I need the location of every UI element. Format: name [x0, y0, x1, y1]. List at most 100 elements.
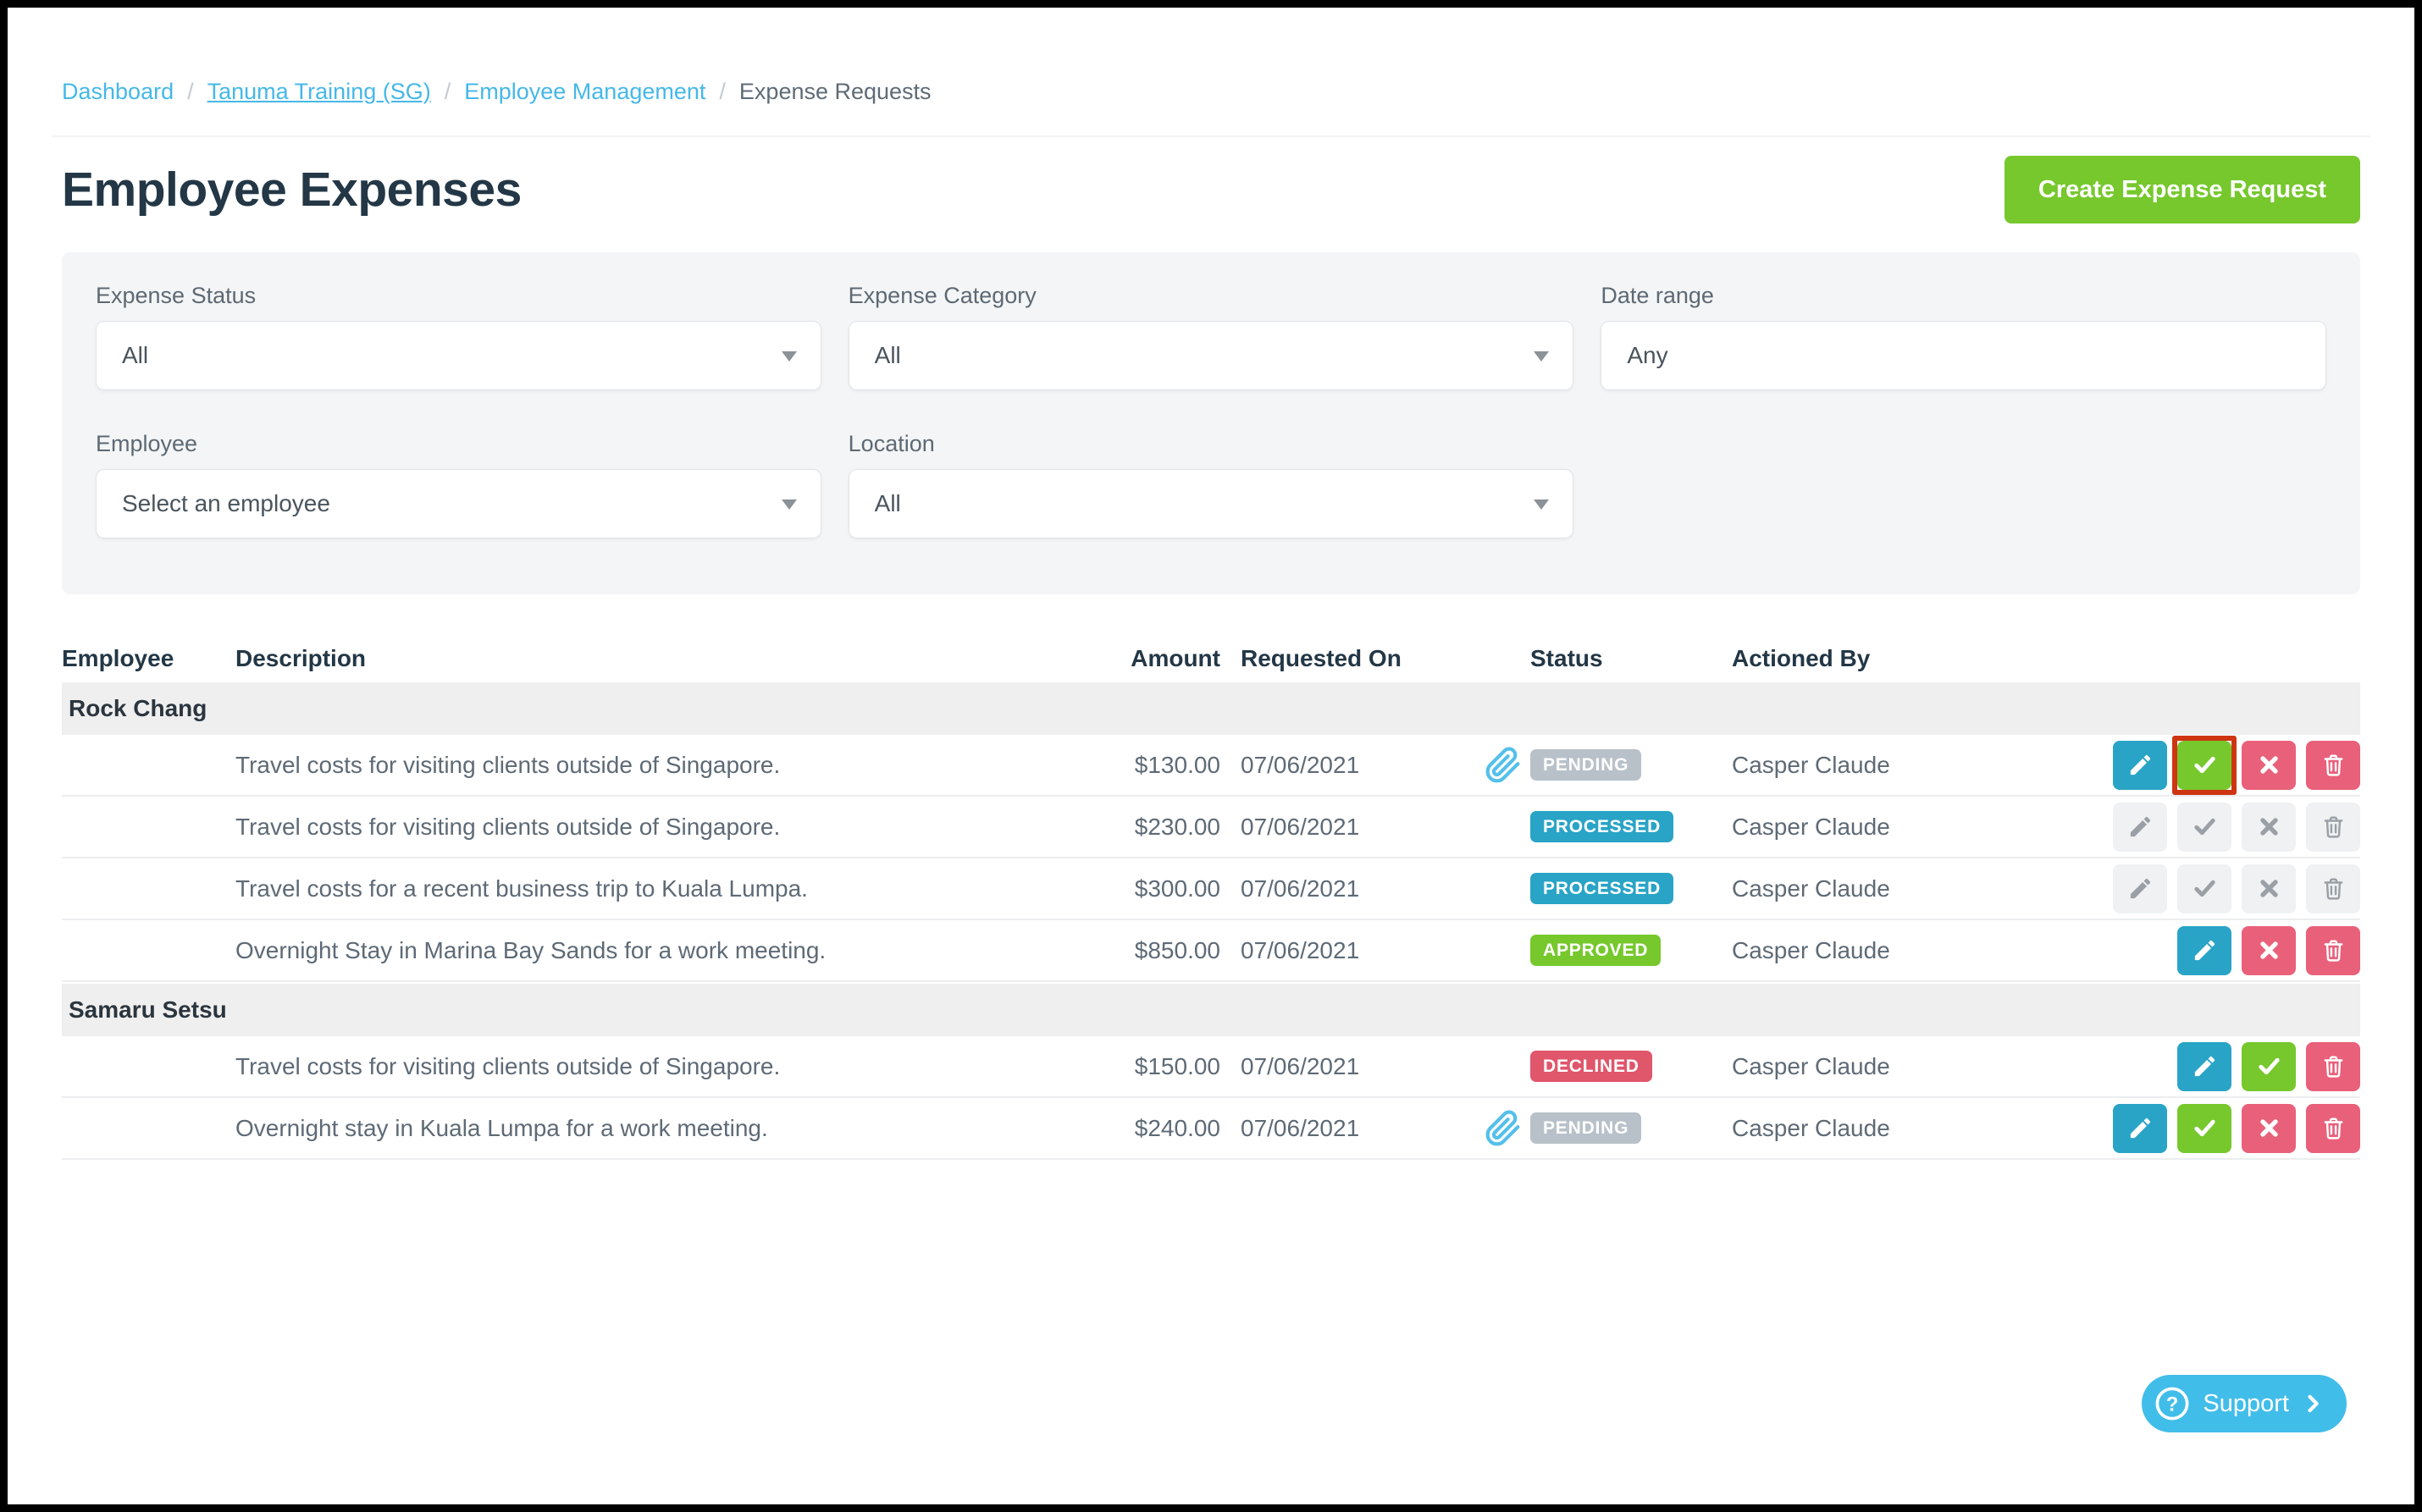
page-title: Employee Expenses [62, 163, 522, 217]
expense-row: Travel costs for visiting clients outsid… [62, 1036, 2360, 1098]
group-employee-name: Samaru Setsu [69, 996, 227, 1023]
status-cell: DECLINED [1530, 1051, 1732, 1082]
expense-category-value: All [874, 342, 901, 368]
filter-location: Location All [848, 431, 1574, 538]
status-badge: APPROVED [1530, 935, 1662, 966]
date-range-value: Any [1627, 342, 1668, 368]
approve-button [2177, 864, 2231, 913]
paperclip-icon [1485, 746, 1520, 782]
paperclip-icon [1485, 1109, 1520, 1145]
actioned-by-cell: Casper Claude [1732, 1052, 1890, 1079]
breadcrumb-link-employee-management[interactable]: Employee Management [464, 79, 706, 104]
decline-button [2242, 864, 2296, 913]
description-cell: Travel costs for a recent business trip … [235, 875, 808, 902]
column-header-actioned-by: Actioned By [1732, 645, 1871, 671]
trash-icon [2324, 1117, 2342, 1140]
delete-button[interactable] [2306, 1103, 2360, 1153]
employee-select[interactable]: Select an employee [96, 469, 821, 538]
check-icon [2193, 1119, 2215, 1137]
trash-icon [2324, 878, 2342, 900]
x-icon [2259, 756, 2278, 774]
group-row: Samaru Setsu [62, 984, 2360, 1036]
expense-category-select[interactable]: All [848, 321, 1574, 390]
status-badge: DECLINED [1530, 1051, 1652, 1082]
pencil-icon [2130, 878, 2150, 899]
edit-button [2113, 864, 2167, 913]
group-row: Rock Chang [62, 682, 2360, 735]
row-actions [2096, 1041, 2360, 1091]
requested-on-cell: 07/06/2021 [1241, 936, 1360, 963]
pencil-icon [2130, 1117, 2150, 1139]
actioned-by-cell: Casper Claude [1732, 875, 1890, 902]
decline-button[interactable] [2242, 740, 2296, 790]
edit-button[interactable] [2177, 925, 2231, 975]
actioned-by-cell: Casper Claude [1732, 936, 1890, 963]
status-cell: PENDING [1485, 746, 1732, 782]
employee-label: Employee [96, 431, 198, 456]
check-icon [2193, 880, 2215, 897]
decline-button [2242, 802, 2296, 852]
description-cell: Travel costs for visiting clients outsid… [235, 813, 781, 840]
support-label: Support [2203, 1389, 2289, 1417]
amount-cell: $300.00 [1134, 875, 1220, 902]
edit-button[interactable] [2113, 1103, 2167, 1153]
description-cell: Overnight Stay in Marina Bay Sands for a… [235, 936, 827, 963]
breadcrumb-link-dashboard[interactable]: Dashboard [62, 79, 174, 104]
x-icon [2259, 1119, 2278, 1137]
location-select[interactable]: All [848, 469, 1574, 538]
status-badge: PROCESSED [1530, 811, 1674, 842]
requested-on-cell: 07/06/2021 [1241, 875, 1360, 902]
breadcrumb-link-tanuma-training[interactable]: Tanuma Training (SG) [207, 79, 431, 104]
description-cell: Travel costs for visiting clients outsid… [235, 751, 781, 778]
status-badge: PENDING [1530, 1112, 1642, 1144]
pencil-icon [2194, 1056, 2215, 1077]
expense-status-select[interactable]: All [96, 321, 821, 390]
breadcrumb-separator: / [187, 79, 194, 104]
row-actions [2096, 802, 2360, 852]
amount-cell: $230.00 [1134, 813, 1220, 840]
edit-button[interactable] [2177, 1041, 2231, 1091]
x-icon [2259, 941, 2278, 959]
column-header-status: Status [1530, 645, 1603, 671]
delete-button[interactable] [2306, 740, 2360, 790]
edit-button[interactable] [2113, 740, 2167, 790]
expense-row: Travel costs for a recent business trip … [62, 858, 2360, 920]
create-expense-request-button[interactable]: Create Expense Request [2004, 156, 2360, 223]
check-icon [2193, 818, 2215, 836]
status-cell: PROCESSED [1530, 873, 1732, 904]
caret-down-icon [1534, 499, 1550, 510]
paperclip-icon [1485, 746, 1522, 784]
expense-row: Overnight stay in Kuala Lumpa for a work… [62, 1098, 2360, 1160]
requested-on-cell: 07/06/2021 [1241, 1114, 1360, 1141]
approve-button[interactable] [2172, 735, 2237, 795]
pencil-icon [2130, 816, 2150, 837]
pencil-icon [2130, 754, 2150, 775]
status-cell: PENDING [1485, 1109, 1732, 1145]
decline-button[interactable] [2242, 925, 2296, 975]
amount-cell: $240.00 [1134, 1114, 1220, 1141]
expense-category-label: Expense Category [848, 283, 1037, 308]
amount-cell: $150.00 [1134, 1052, 1220, 1079]
filter-employee: Employee Select an employee [96, 431, 821, 538]
filter-date-range: Date range Any [1601, 283, 2326, 390]
date-range-input[interactable]: Any [1601, 321, 2326, 390]
breadcrumb-separator: / [444, 79, 451, 104]
delete-button [2306, 864, 2360, 913]
trash-icon [2324, 940, 2342, 962]
question-circle-icon: ? [2155, 1387, 2189, 1421]
approve-button [2177, 802, 2231, 852]
approve-button[interactable] [2177, 1103, 2231, 1153]
trash-icon [2324, 816, 2342, 838]
requested-on-cell: 07/06/2021 [1241, 813, 1360, 840]
status-badge: PROCESSED [1530, 873, 1674, 904]
decline-button[interactable] [2242, 1103, 2296, 1153]
delete-button[interactable] [2306, 925, 2360, 975]
requested-on-cell: 07/06/2021 [1241, 751, 1360, 778]
paperclip-icon [1485, 1109, 1522, 1147]
trash-icon [2324, 1056, 2342, 1078]
filter-expense-category: Expense Category All [848, 283, 1574, 390]
approve-button[interactable] [2242, 1041, 2296, 1091]
support-button[interactable]: ? Support [2142, 1375, 2347, 1432]
delete-button[interactable] [2306, 1041, 2360, 1091]
